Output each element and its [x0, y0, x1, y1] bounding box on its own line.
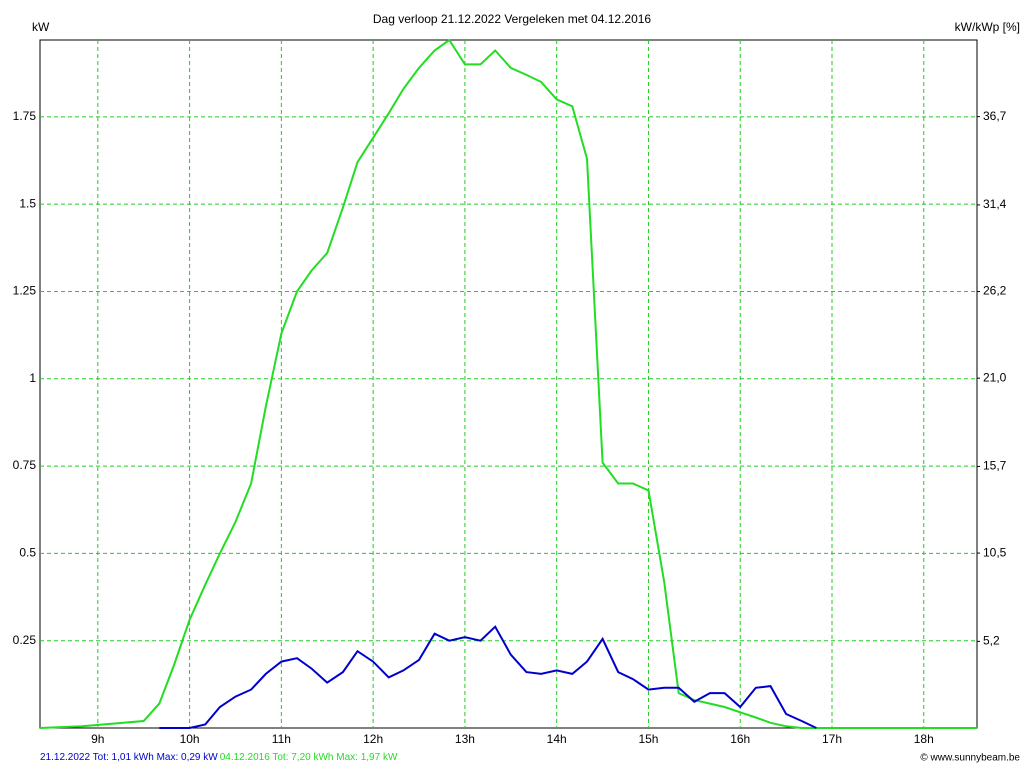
y-tick-label: 1.25	[13, 284, 37, 298]
y-tick-label: 0.75	[13, 458, 37, 472]
legend-entry: 21.12.2022 Tot: 1,01 kWh Max: 0,29 kW	[40, 752, 218, 763]
y2-tick-label: 31,4	[983, 197, 1007, 211]
legend: 21.12.2022 Tot: 1,01 kWh Max: 0,29 kW 04.…	[40, 752, 398, 763]
chart-title: Dag verloop 21.12.2022 Vergeleken met 04…	[373, 12, 652, 26]
plot-area	[39, 39, 978, 729]
x-tick-label: 18h	[914, 732, 934, 746]
x-tick-label: 15h	[638, 732, 658, 746]
x-tick-label: 17h	[822, 732, 842, 746]
legend-entry: 04.12.2016 Tot: 7,20 kWh Max: 1,97 kW	[220, 752, 398, 763]
y-tick-label: 0.5	[19, 546, 36, 560]
y2-tick-label: 10,5	[983, 545, 1007, 559]
x-tick-label: 14h	[547, 732, 567, 746]
x-tick-label: 16h	[730, 732, 750, 746]
y2-tick-label: 26,2	[983, 284, 1007, 298]
y2-tick-label: 5,2	[983, 634, 1000, 648]
x-tick-label: 13h	[455, 732, 475, 746]
series-line	[39, 38, 977, 729]
x-tick-label: 12h	[363, 732, 383, 746]
y-axis-label: kW	[32, 20, 50, 34]
x-tick-label: 10h	[180, 732, 200, 746]
y2-tick-label: 36,7	[983, 109, 1007, 123]
y-tick-label: 1.5	[19, 196, 36, 210]
y-tick-label: 1.75	[13, 109, 37, 123]
x-tick-label: 9h	[91, 732, 104, 746]
y2-tick-label: 21,0	[983, 370, 1007, 384]
y2-tick-label: 15,7	[983, 459, 1007, 473]
y2-axis-label: kW/kWp [%]	[955, 20, 1020, 34]
y-tick-label: 0.25	[13, 633, 37, 647]
series-line	[159, 625, 817, 729]
x-tick-label: 11h	[272, 732, 291, 746]
y-tick-label: 1	[29, 371, 36, 385]
credit: © www.sunnybeam.be	[920, 753, 1020, 764]
